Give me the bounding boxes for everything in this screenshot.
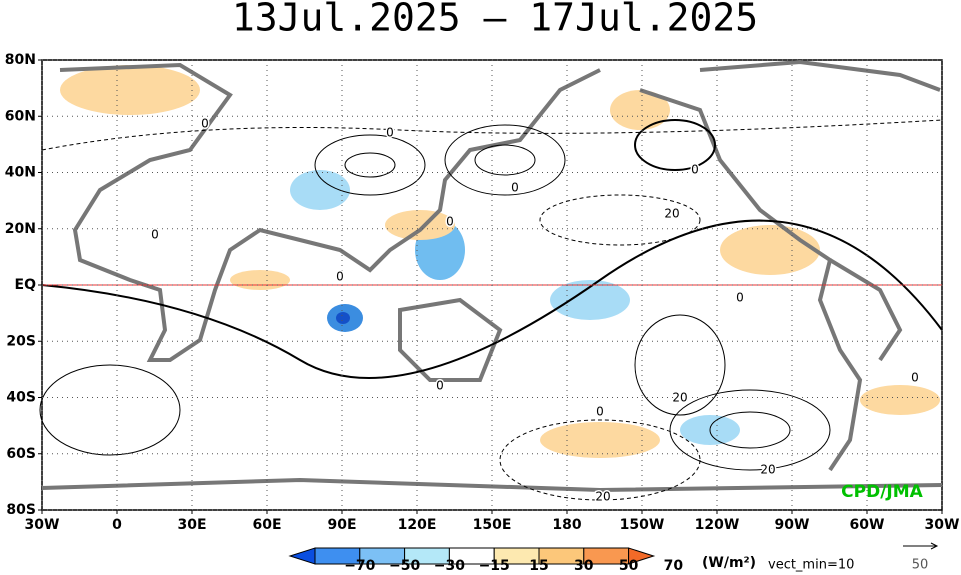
contour-label: 0 (386, 126, 394, 140)
lon-label: 120W (695, 517, 740, 533)
colorbar-label: −15 (479, 558, 510, 574)
coastlines (41, 59, 943, 493)
contour-label: 20 (672, 391, 687, 405)
vector-note: vect_min=10 (768, 558, 854, 573)
lat-label: 80S (6, 502, 36, 518)
lat-label: 20N (5, 221, 36, 237)
lon-label: 60E (252, 517, 281, 533)
contour-label: 0 (436, 379, 444, 393)
lon-label: 180 (552, 517, 581, 533)
lon-label: 90E (327, 517, 356, 533)
contour-label: 20 (664, 207, 679, 221)
lon-label: 60W (850, 517, 885, 533)
units: (W/m²) (702, 555, 756, 571)
contour-label: 0 (446, 215, 454, 229)
lon-label: 90W (775, 517, 810, 533)
lon-label: 30W (25, 517, 60, 533)
colorbar-label: −50 (389, 558, 420, 574)
map-panel: 0 0 0 0 0 0 0 0 0 0 0 20 20 20 20 CPD/JMA (39, 59, 943, 511)
colorbar-label: −70 (344, 558, 375, 574)
title: 13Jul.2025 – 17Jul.2025 (232, 0, 758, 40)
contour-label: 20 (595, 490, 610, 504)
reference-arrow-head (930, 542, 939, 550)
lon-label: 120E (398, 517, 437, 533)
colorbar-label: 15 (529, 558, 548, 574)
contour-label: 0 (736, 291, 744, 305)
colorbar-end (288, 547, 316, 565)
lon-label: 30E (177, 517, 206, 533)
credit: CPD/JMA (841, 482, 923, 502)
contour-label: 0 (336, 270, 344, 284)
contour-labels: 0 0 0 0 0 0 0 0 0 0 0 20 20 20 20 (150, 115, 921, 505)
colorbar-label: 30 (574, 558, 594, 574)
colorbar-end (628, 547, 656, 565)
lon-label: 30W (925, 517, 960, 533)
lat-label: 60N (5, 108, 36, 124)
colorbar-label: 50 (619, 558, 639, 574)
contour-label: 0 (201, 117, 209, 131)
colorbar-label: −30 (434, 558, 465, 574)
contour-label: 0 (151, 228, 159, 242)
contour-label: 0 (911, 371, 919, 385)
contour-label: 0 (691, 163, 699, 177)
lon-label: 150E (473, 517, 512, 533)
contour-label: 0 (511, 181, 519, 195)
colorbar: −70 −50 −30 −15 15 30 50 70 (W/m²) vect_min=10 50 (288, 542, 939, 574)
lon-label: 0 (112, 517, 122, 533)
lat-label: 60S (6, 446, 36, 462)
graticule (41, 59, 943, 511)
contour-label: 0 (596, 405, 604, 419)
colorbar-label: 70 (664, 558, 684, 574)
anomaly-shading (60, 65, 940, 458)
lat-label: 40N (5, 165, 36, 181)
lat-label: 80N (5, 52, 36, 68)
reference-vector: 50 (912, 558, 929, 573)
contour-label: 20 (760, 463, 775, 477)
contours (39, 119, 943, 501)
lat-label: 20S (6, 333, 36, 349)
lat-label: EQ (15, 277, 37, 293)
lon-label: 150W (620, 517, 665, 533)
lat-label: 40S (6, 390, 36, 406)
